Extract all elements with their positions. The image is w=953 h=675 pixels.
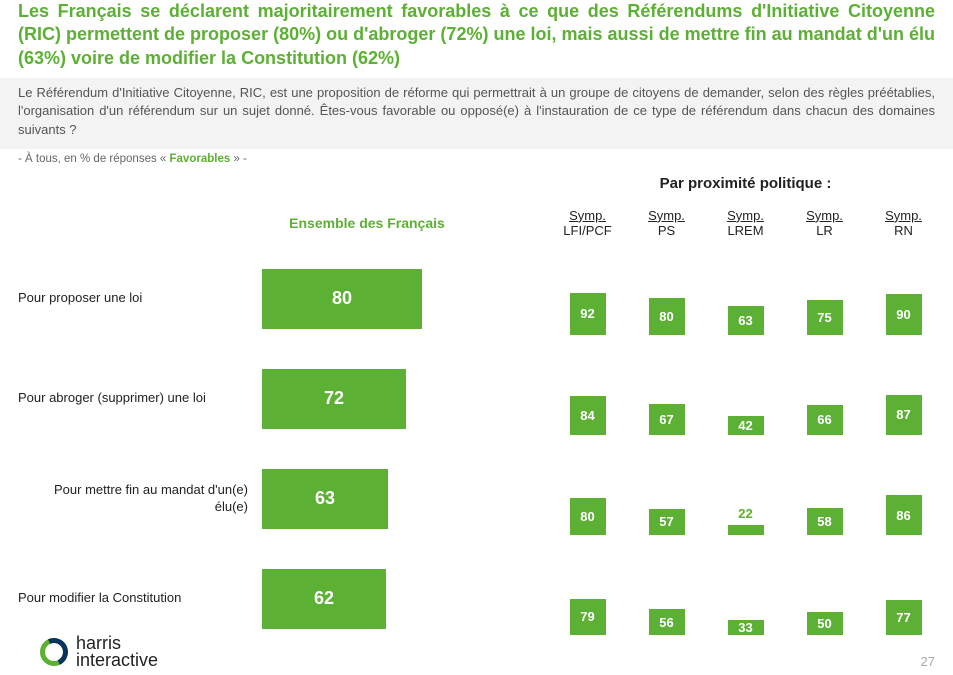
column-headers: Ensemble des Français Symp.LFI/PCF Symp.… — [18, 208, 935, 249]
small-bar-cell: 42 — [708, 363, 783, 435]
small-bar: 66 — [807, 405, 843, 435]
small-bar-cell: 75 — [787, 263, 862, 335]
small-bar: 75 — [807, 300, 843, 335]
logo: harris interactive — [40, 635, 158, 669]
col-head-0: Symp.LFI/PCF — [550, 208, 625, 249]
col-head-1: Symp.PS — [629, 208, 704, 249]
small-bar-cell: 79 — [550, 563, 625, 635]
small-bar-cell: 50 — [787, 563, 862, 635]
small-bar-cell: 22 — [708, 463, 783, 535]
question-text: Le Référendum d'Initiative Citoyenne, RI… — [0, 78, 953, 149]
small-bar-cell: 67 — [629, 363, 704, 435]
small-bar: 79 — [570, 599, 606, 635]
small-bar: 90 — [886, 294, 922, 335]
ensemble-bar: 80 — [262, 269, 422, 329]
row-label: Pour mettre fin au mandat d'un(e) élu(e) — [18, 482, 258, 516]
ensemble-bar-cell: 63 — [262, 469, 472, 529]
small-bar — [728, 525, 764, 535]
ensemble-bar-cell: 80 — [262, 269, 472, 329]
row-label: Pour abroger (supprimer) une loi — [18, 390, 258, 407]
page-title: Les Français se déclarent majoritairemen… — [0, 0, 953, 78]
ensemble-bar: 63 — [262, 469, 388, 529]
data-row: Pour mettre fin au mandat d'un(e) élu(e)… — [18, 449, 935, 549]
ensemble-bar-cell: 62 — [262, 569, 472, 629]
small-bar-cell: 33 — [708, 563, 783, 635]
small-bar: 80 — [570, 498, 606, 535]
small-bar: 86 — [886, 495, 922, 535]
small-bar: 56 — [649, 609, 685, 635]
footer: harris interactive 27 — [40, 635, 935, 669]
small-bar: 58 — [807, 508, 843, 535]
small-bar-cell: 56 — [629, 563, 704, 635]
header-row: Par proximité politique : — [18, 175, 935, 202]
small-bar-cell: 66 — [787, 363, 862, 435]
chart-area: Par proximité politique : Ensemble des F… — [0, 175, 953, 649]
logo-line2: interactive — [76, 652, 158, 669]
small-bar: 67 — [649, 404, 685, 435]
col-head-4: Symp.RN — [866, 208, 941, 249]
small-bar-cell: 90 — [866, 263, 941, 335]
subnote-suffix: » - — [230, 153, 247, 165]
row-label: Pour proposer une loi — [18, 290, 258, 307]
small-bar: 92 — [570, 293, 606, 335]
data-row: Pour proposer une loi809280637590 — [18, 249, 935, 349]
subnote-favorable: Favorables — [170, 153, 231, 165]
small-bar: 84 — [570, 396, 606, 435]
small-bar: 87 — [886, 395, 922, 435]
small-bar: 80 — [649, 298, 685, 335]
col-head-3: Symp.LR — [787, 208, 862, 249]
ensemble-bar: 62 — [262, 569, 386, 629]
small-bar: 63 — [728, 306, 764, 335]
small-bar-cell: 92 — [550, 263, 625, 335]
small-bar: 50 — [807, 612, 843, 635]
small-bar-cell: 57 — [629, 463, 704, 535]
rows-container: Pour proposer une loi809280637590Pour ab… — [18, 249, 935, 649]
small-bar: 57 — [649, 509, 685, 535]
small-bar-cell: 80 — [629, 263, 704, 335]
row-label: Pour modifier la Constitution — [18, 590, 258, 607]
small-bar-cell: 80 — [550, 463, 625, 535]
col-head-2: Symp.LREM — [708, 208, 783, 249]
ensemble-bar: 72 — [262, 369, 406, 429]
logo-text: harris interactive — [76, 635, 158, 669]
small-bar-cell: 87 — [866, 363, 941, 435]
logo-ring-icon — [40, 638, 68, 666]
small-bar-cell: 86 — [866, 463, 941, 535]
ensemble-header: Ensemble des Français — [262, 215, 472, 242]
small-bar-cell: 77 — [866, 563, 941, 635]
ensemble-bar-cell: 72 — [262, 369, 472, 429]
small-bar: 42 — [728, 416, 764, 435]
small-bar: 77 — [886, 600, 922, 635]
page-number: 27 — [921, 654, 935, 669]
small-bar-value-above: 22 — [708, 506, 783, 521]
small-bar-cell: 63 — [708, 263, 783, 335]
subnote-prefix: - À tous, en % de réponses « — [18, 153, 170, 165]
small-bar-cell: 84 — [550, 363, 625, 435]
proximity-title: Par proximité politique : — [550, 175, 941, 202]
small-bar: 33 — [728, 620, 764, 635]
subnote: - À tous, en % de réponses « Favorables … — [0, 149, 953, 175]
small-bar-cell: 58 — [787, 463, 862, 535]
data-row: Pour abroger (supprimer) une loi72 84 67 42… — [18, 349, 935, 449]
